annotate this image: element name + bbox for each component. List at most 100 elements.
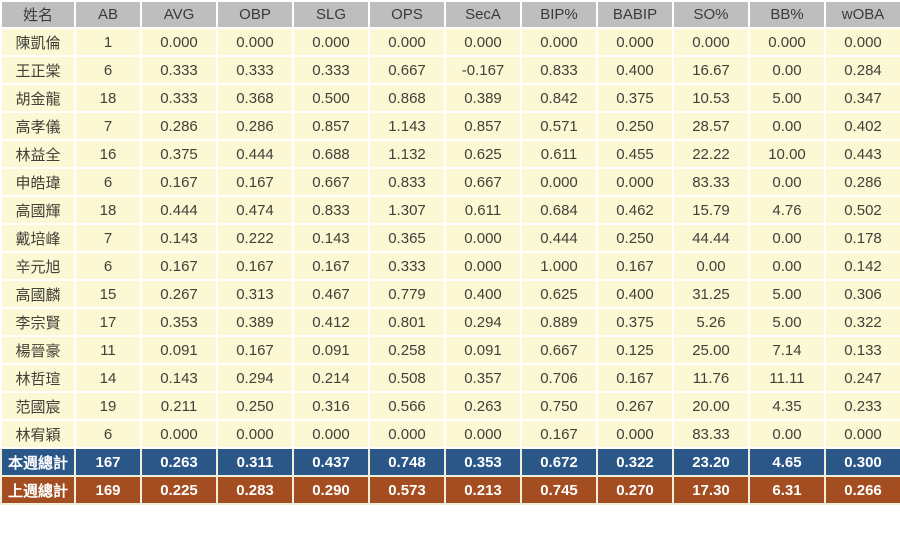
stat-cell: 20.00 <box>672 391 750 421</box>
stat-cell: 83.33 <box>672 419 750 449</box>
stat-cell: 0.000 <box>824 419 900 449</box>
stat-cell: 19 <box>74 391 142 421</box>
stat-cell: 0.250 <box>596 223 674 253</box>
stat-cell: 0.000 <box>824 27 900 57</box>
player-name-cell: 高國麟 <box>0 279 76 309</box>
stat-cell: 0.667 <box>520 335 598 365</box>
stat-cell: 0.167 <box>216 251 294 281</box>
stat-cell: 0.00 <box>748 419 826 449</box>
stat-cell: 0.462 <box>596 195 674 225</box>
player-name-cell: 辛元旭 <box>0 251 76 281</box>
stat-cell: 0.167 <box>140 251 218 281</box>
last-week-total-row: 上週總計 169 0.225 0.283 0.290 0.573 0.213 0.745 0.2… <box>0 475 900 505</box>
player-name-cell: 申皓瑋 <box>0 167 76 197</box>
stat-cell: 0.684 <box>520 195 598 225</box>
stat-cell: 0.000 <box>520 27 598 57</box>
stat-cell: 0.313 <box>216 279 294 309</box>
stat-cell: 0.143 <box>292 223 370 253</box>
stat-cell: 0.000 <box>672 27 750 57</box>
stat-cell: 0.233 <box>824 391 900 421</box>
stat-cell: 0.508 <box>368 363 446 393</box>
stat-cell: 0.000 <box>444 251 522 281</box>
stat-cell: 0.000 <box>140 27 218 57</box>
stat-cell: 0.00 <box>748 111 826 141</box>
stat-cell: 0.667 <box>444 167 522 197</box>
player-row: 陳凱倫 1 0.000 0.000 0.000 0.000 0.000 0.000 0.000 0… <box>0 27 900 57</box>
player-row: 高孝儀 7 0.286 0.286 0.857 1.143 0.857 0.571 0.250 2… <box>0 111 900 141</box>
table-summary: 本週總計 167 0.263 0.311 0.437 0.748 0.353 0.672 0.3… <box>0 447 900 505</box>
column-header-1: AB <box>74 0 142 29</box>
stat-cell: 0.091 <box>444 335 522 365</box>
stat-cell: 0.00 <box>748 251 826 281</box>
stat-cell: 0.333 <box>216 55 294 85</box>
summary-stat-cell: 0.573 <box>368 475 446 505</box>
stat-cell: 1.000 <box>520 251 598 281</box>
stat-cell: 0.000 <box>216 27 294 57</box>
stat-cell: 5.26 <box>672 307 750 337</box>
stat-cell: 5.00 <box>748 307 826 337</box>
stat-cell: 10.00 <box>748 139 826 169</box>
summary-stat-cell: 6.31 <box>748 475 826 505</box>
stat-cell: 0.00 <box>748 223 826 253</box>
summary-stat-cell: 0.437 <box>292 447 370 477</box>
stat-cell: 16.67 <box>672 55 750 85</box>
stat-cell: 0.167 <box>292 251 370 281</box>
stat-cell: 0.389 <box>444 83 522 113</box>
stat-cell: 4.35 <box>748 391 826 421</box>
stat-cell: 0.801 <box>368 307 446 337</box>
player-name-cell: 陳凱倫 <box>0 27 76 57</box>
stat-cell: 0.167 <box>596 251 674 281</box>
stat-cell: 0.250 <box>596 111 674 141</box>
stat-cell: 31.25 <box>672 279 750 309</box>
stat-cell: 0.267 <box>596 391 674 421</box>
stat-cell: 4.76 <box>748 195 826 225</box>
stat-cell: 83.33 <box>672 167 750 197</box>
player-name-cell: 范國宸 <box>0 391 76 421</box>
stat-cell: 0.000 <box>444 27 522 57</box>
player-name-cell: 李宗賢 <box>0 307 76 337</box>
stat-cell: 0.000 <box>368 419 446 449</box>
stat-cell: 0.178 <box>824 223 900 253</box>
stat-cell: 0.286 <box>140 111 218 141</box>
stat-cell: 0.091 <box>140 335 218 365</box>
stat-cell: 0.316 <box>292 391 370 421</box>
column-header-7: BIP% <box>520 0 598 29</box>
stat-cell: 0.368 <box>216 83 294 113</box>
stat-cell: 18 <box>74 195 142 225</box>
stat-cell: 0.412 <box>292 307 370 337</box>
stat-cell: 0.625 <box>444 139 522 169</box>
stat-cell: 7 <box>74 223 142 253</box>
stat-cell: 0.000 <box>444 223 522 253</box>
stat-cell: 0.125 <box>596 335 674 365</box>
summary-stat-cell: 0.266 <box>824 475 900 505</box>
stat-cell: 1.143 <box>368 111 446 141</box>
stat-cell: 0.502 <box>824 195 900 225</box>
stat-cell: 0.706 <box>520 363 598 393</box>
column-header-11: wOBA <box>824 0 900 29</box>
stat-cell: 0.000 <box>596 419 674 449</box>
column-header-10: BB% <box>748 0 826 29</box>
stat-cell: 0.833 <box>520 55 598 85</box>
stat-cell: 5.00 <box>748 83 826 113</box>
stat-cell: 0.455 <box>596 139 674 169</box>
stat-cell: 11.76 <box>672 363 750 393</box>
stat-cell: 0.000 <box>292 27 370 57</box>
stat-cell: 0.143 <box>140 363 218 393</box>
stat-cell: 0.000 <box>140 419 218 449</box>
player-name-cell: 高國輝 <box>0 195 76 225</box>
stat-cell: 0.322 <box>824 307 900 337</box>
player-row: 林宥穎 6 0.000 0.000 0.000 0.000 0.000 0.167 0.000 8… <box>0 419 900 449</box>
stat-cell: 0.000 <box>292 419 370 449</box>
stat-cell: 0.667 <box>292 167 370 197</box>
stat-cell: 0.857 <box>444 111 522 141</box>
table-body: 陳凱倫 1 0.000 0.000 0.000 0.000 0.000 0.000 0.000 0… <box>0 27 900 449</box>
stat-cell: 0.000 <box>748 27 826 57</box>
summary-stat-cell: 23.20 <box>672 447 750 477</box>
stat-cell: 0.566 <box>368 391 446 421</box>
summary-stat-cell: 17.30 <box>672 475 750 505</box>
stat-cell: 0.842 <box>520 83 598 113</box>
summary-stat-cell: 0.300 <box>824 447 900 477</box>
stat-cell: 0.375 <box>140 139 218 169</box>
column-header-8: BABIP <box>596 0 674 29</box>
